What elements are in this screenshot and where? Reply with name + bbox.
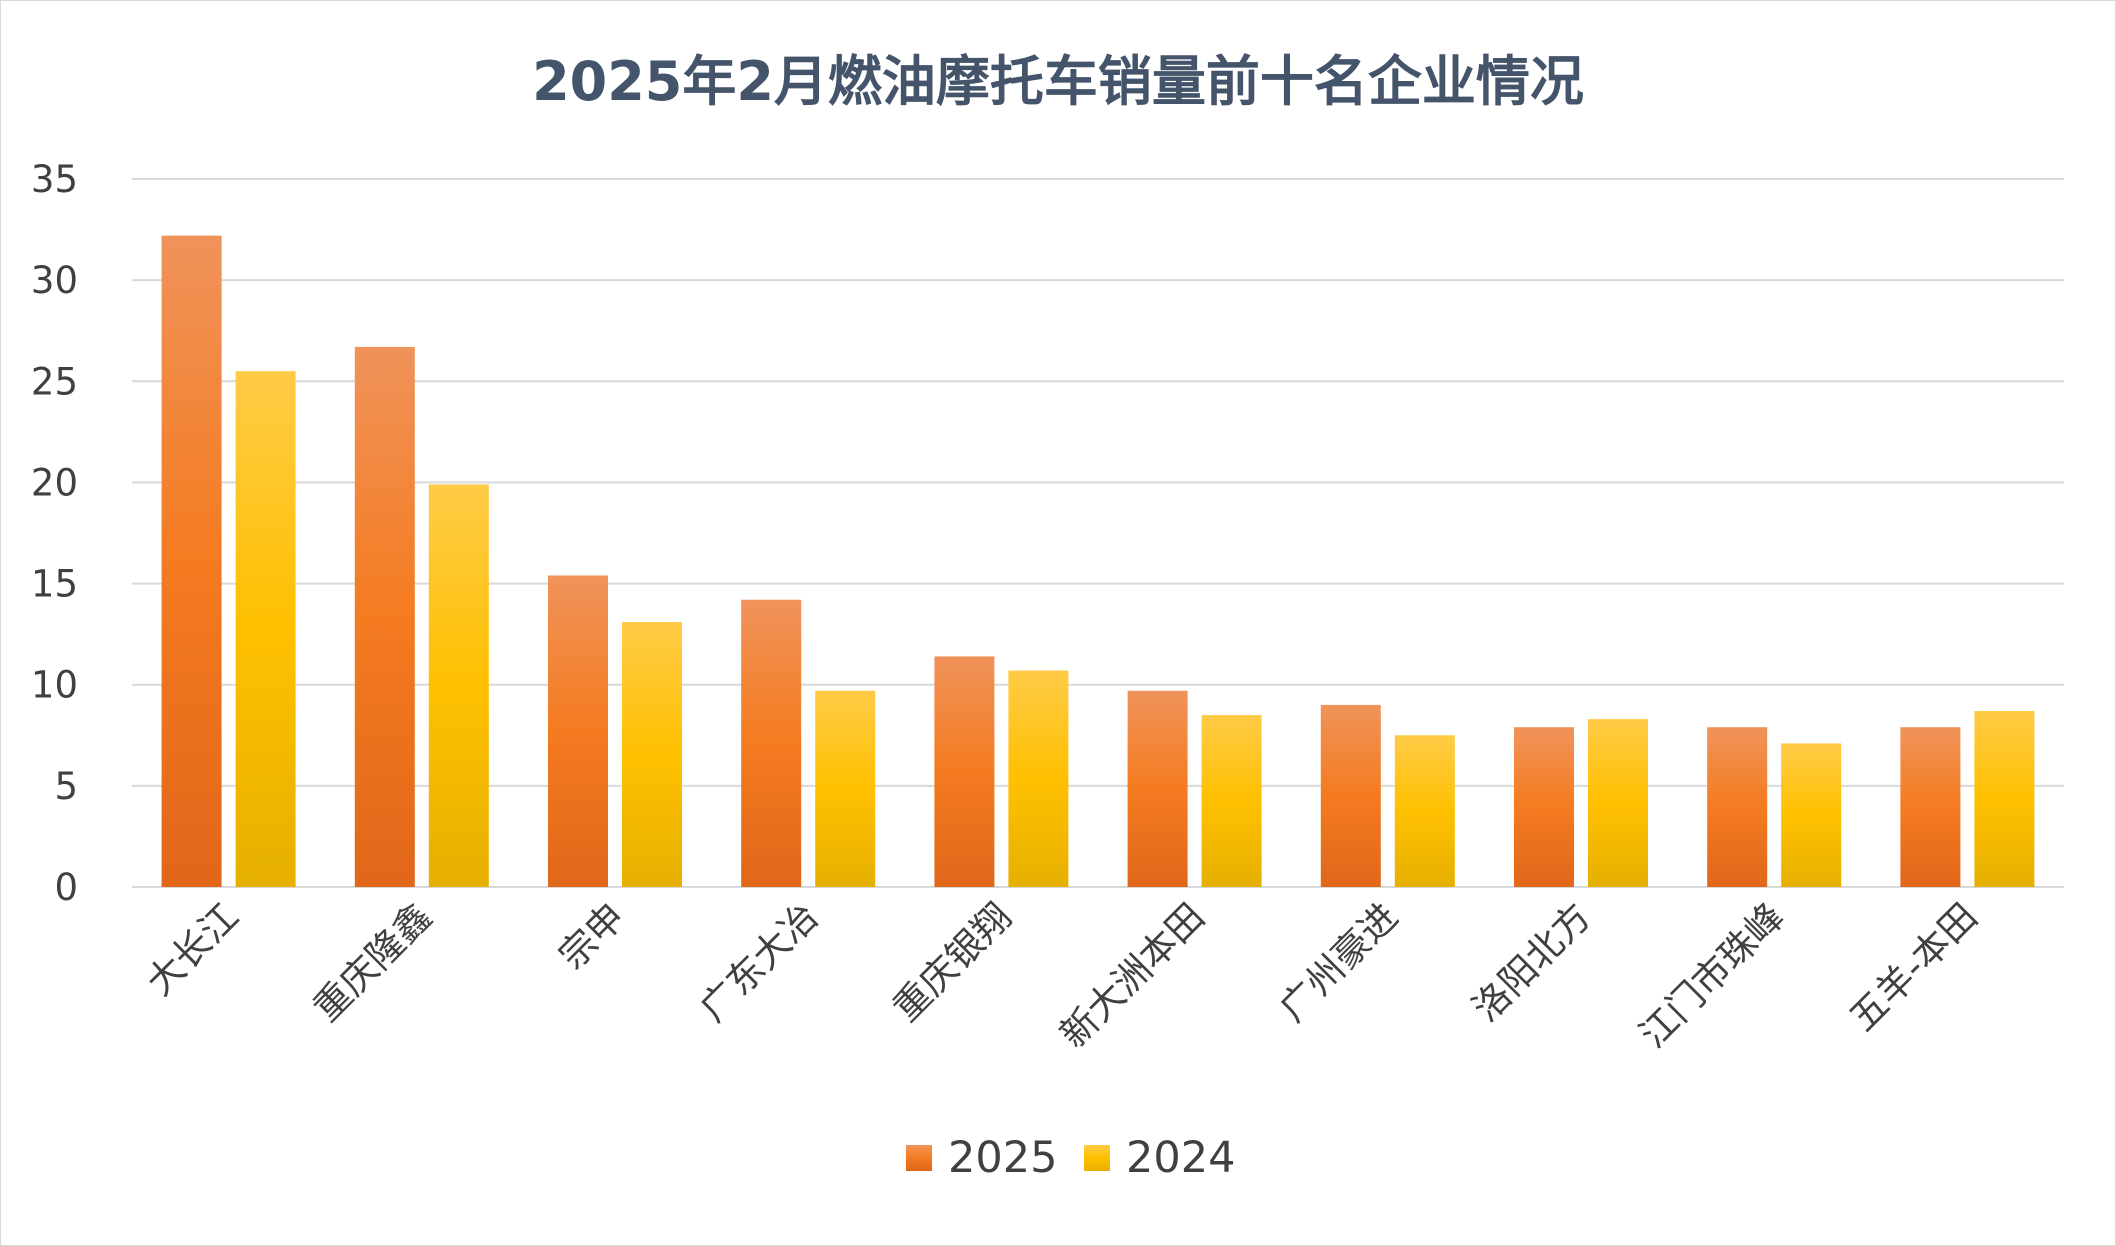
bar-2025-0: [161, 235, 222, 887]
y-tick-label: 15: [31, 563, 78, 606]
y-tick-label: 35: [31, 158, 78, 201]
bar-2024-1: [428, 484, 489, 887]
bar-2025-5: [1127, 690, 1188, 887]
bar-2024-8: [1781, 743, 1842, 887]
x-category-label: 广东大冶: [692, 895, 827, 1030]
y-tick-label: 0: [54, 866, 78, 909]
y-tick-label: 5: [54, 765, 78, 808]
bar-2024-5: [1201, 715, 1262, 887]
legend-swatch-2024: [1084, 1145, 1110, 1171]
x-axis-categories: 大长江 重庆隆鑫 宗申 广东大冶 重庆银翔 新大洲本田 广州豪进 洛阳北方 江门市珠峰 五羊-本田: [138, 895, 1986, 1056]
x-category-label: 重庆隆鑫: [305, 895, 440, 1030]
bar-2025-6: [1320, 704, 1381, 887]
bar-2025-7: [1514, 727, 1574, 887]
y-axis-ticks: 0 5 10 15 20 25 30 35: [31, 158, 78, 909]
x-category-label: 宗申: [551, 895, 634, 978]
bar-2025-9: [1900, 727, 1961, 887]
bar-2024-3: [815, 690, 876, 887]
bar-2024-6: [1394, 735, 1455, 887]
x-category-label: 广州豪进: [1271, 895, 1406, 1030]
legend: 2025 2024: [906, 1133, 1235, 1183]
bar-2024-2: [622, 622, 682, 887]
bar-2024-7: [1588, 719, 1648, 887]
bar-2025-1: [354, 346, 415, 887]
y-tick-label: 10: [31, 664, 78, 707]
x-category-label: 洛阳北方: [1464, 895, 1599, 1030]
bar-2024-0: [235, 371, 296, 888]
legend-swatch-2025: [906, 1145, 932, 1171]
y-tick-label: 30: [31, 259, 78, 302]
x-category-label: 江门市珠峰: [1631, 895, 1792, 1056]
chart-title: 2025年2月燃油摩托车销量前十名企业情况: [532, 50, 1584, 113]
bar-2025-8: [1707, 727, 1768, 887]
x-category-label: 大长江: [138, 895, 247, 1004]
x-category-label: 五羊-本田: [1841, 895, 1986, 1040]
bar-2024-4: [1008, 670, 1069, 887]
y-tick-label: 25: [31, 360, 78, 403]
gridlines: [132, 178, 2064, 888]
bar-2024-9: [1974, 711, 2035, 887]
bars: [161, 235, 2035, 888]
legend-label-2025: 2025: [948, 1133, 1057, 1183]
legend-label-2024: 2024: [1126, 1133, 1235, 1183]
x-category-label: 重庆银翔: [885, 895, 1020, 1030]
y-tick-label: 20: [31, 461, 78, 504]
bar-2025-2: [548, 575, 608, 887]
bar-2025-3: [741, 599, 802, 887]
bar-2025-4: [934, 656, 995, 887]
x-category-label: 新大洲本田: [1052, 895, 1213, 1056]
